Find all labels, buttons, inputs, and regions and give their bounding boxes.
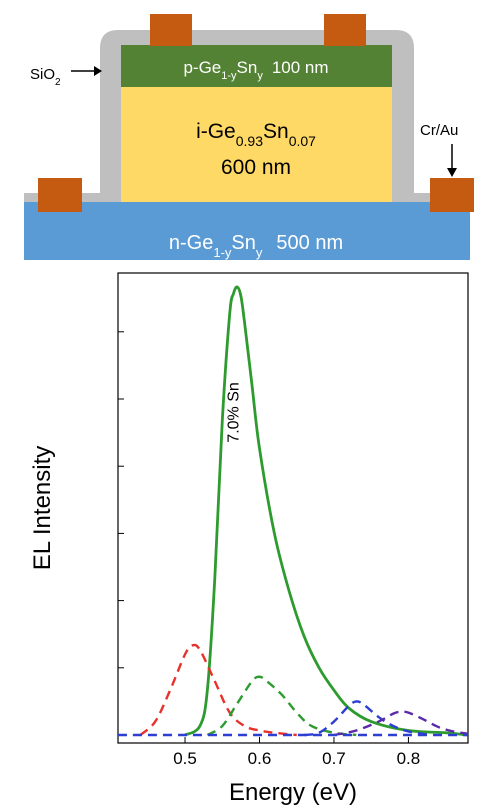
x-tick-label: 0.5 — [173, 749, 197, 768]
top-contact-right — [324, 14, 366, 46]
n-substrate-layer — [24, 202, 470, 260]
p-gesn-layer — [121, 45, 392, 87]
series-line-3 — [303, 700, 431, 737]
series-line-1 — [139, 643, 297, 737]
series-line-4 — [333, 710, 469, 737]
n-layer-label: n-Ge1-ySny 500 nm — [169, 232, 343, 260]
cr-au-arrowhead — [447, 168, 457, 177]
device-cross-section: p-Ge1-ySny 100 nm i-Ge0.93Sn0.07 600 nm n… — [24, 14, 474, 260]
series-line-0 — [184, 285, 469, 737]
p-layer-label: p-Ge1-ySny 100 nm — [183, 58, 328, 82]
bottom-contact-right — [430, 178, 474, 212]
i-layer-label: i-Ge0.93Sn0.07 — [196, 120, 316, 149]
x-tick-labels: 0.5 0.6 0.7 0.8 — [173, 749, 420, 768]
series-line-2 — [206, 675, 357, 737]
x-tick-label: 0.7 — [322, 749, 346, 768]
x-tick-label: 0.8 — [397, 749, 421, 768]
sio2-arrowhead — [94, 66, 102, 76]
i-layer-thickness: 600 nm — [221, 156, 291, 179]
sio2-label: SiO2 — [30, 66, 61, 88]
plot-area — [117, 272, 469, 744]
y-axis-label: EL Intensity — [29, 446, 56, 571]
bottom-contact-left — [38, 178, 82, 212]
sn-annotation: 7.0% Sn — [226, 382, 243, 442]
axis-ticks — [118, 331, 409, 743]
x-tick-label: 0.6 — [248, 749, 272, 768]
x-axis-label: Energy (eV) — [229, 779, 357, 806]
el-spectrum-chart: 0.5 0.6 0.7 0.8 7.0% Sn Energy (eV) EL Inte… — [29, 272, 469, 806]
i-gesn-layer — [121, 86, 392, 202]
data-series — [118, 285, 469, 737]
top-contact-left — [150, 14, 192, 46]
cr-au-label: Cr/Au — [420, 122, 458, 139]
